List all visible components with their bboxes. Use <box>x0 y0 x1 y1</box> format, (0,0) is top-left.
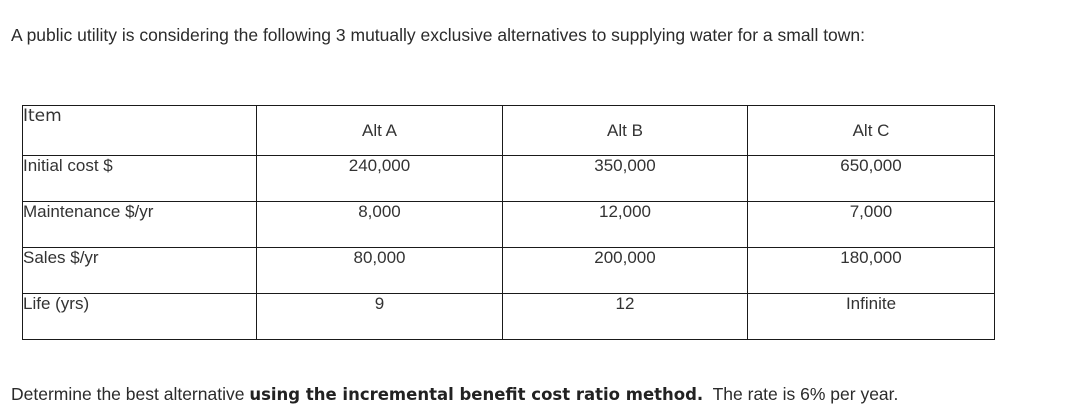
cell-alt-b: 12 <box>502 293 748 340</box>
cell-alt-b: 200,000 <box>502 247 748 294</box>
row-label: Life (yrs) <box>22 293 257 340</box>
cell-alt-a: 9 <box>256 293 503 340</box>
cell-alt-a: 240,000 <box>256 155 503 202</box>
row-label: Maintenance $/yr <box>22 201 257 248</box>
table-row-initial-cost: Initial cost $ 240,000 350,000 650,000 <box>22 155 995 202</box>
alternatives-table: Item Alt A Alt B Alt C Initial cost $ 24… <box>22 105 995 340</box>
question-emphasis: using the incremental benefit cost ratio… <box>249 385 704 404</box>
cell-alt-a: 80,000 <box>256 247 503 294</box>
table-row-life: Life (yrs) 9 12 Infinite <box>22 293 995 340</box>
column-header-alt-b: Alt B <box>502 105 748 156</box>
table-header-row: Item Alt A Alt B Alt C <box>22 105 995 156</box>
cell-alt-c: 7,000 <box>747 201 995 248</box>
question-text: Determine the best alternative using the… <box>11 384 898 405</box>
row-label: Initial cost $ <box>22 155 257 202</box>
table-row-sales: Sales $/yr 80,000 200,000 180,000 <box>22 247 995 294</box>
column-header-alt-a: Alt A <box>256 105 503 156</box>
cell-alt-b: 350,000 <box>502 155 748 202</box>
question-prefix: Determine the best alternative <box>11 384 250 404</box>
cell-alt-c: 650,000 <box>747 155 995 202</box>
table-row-maintenance: Maintenance $/yr 8,000 12,000 7,000 <box>22 201 995 248</box>
cell-alt-c: Infinite <box>747 293 995 340</box>
cell-alt-b: 12,000 <box>502 201 748 248</box>
column-header-item: Item <box>22 105 257 156</box>
row-label: Sales $/yr <box>22 247 257 294</box>
problem-statement: A public utility is considering the foll… <box>11 25 866 45</box>
cell-alt-c: 180,000 <box>747 247 995 294</box>
cell-alt-a: 8,000 <box>256 201 503 248</box>
column-header-alt-c: Alt C <box>747 105 995 156</box>
question-suffix: The rate is 6% per year. <box>703 384 899 404</box>
